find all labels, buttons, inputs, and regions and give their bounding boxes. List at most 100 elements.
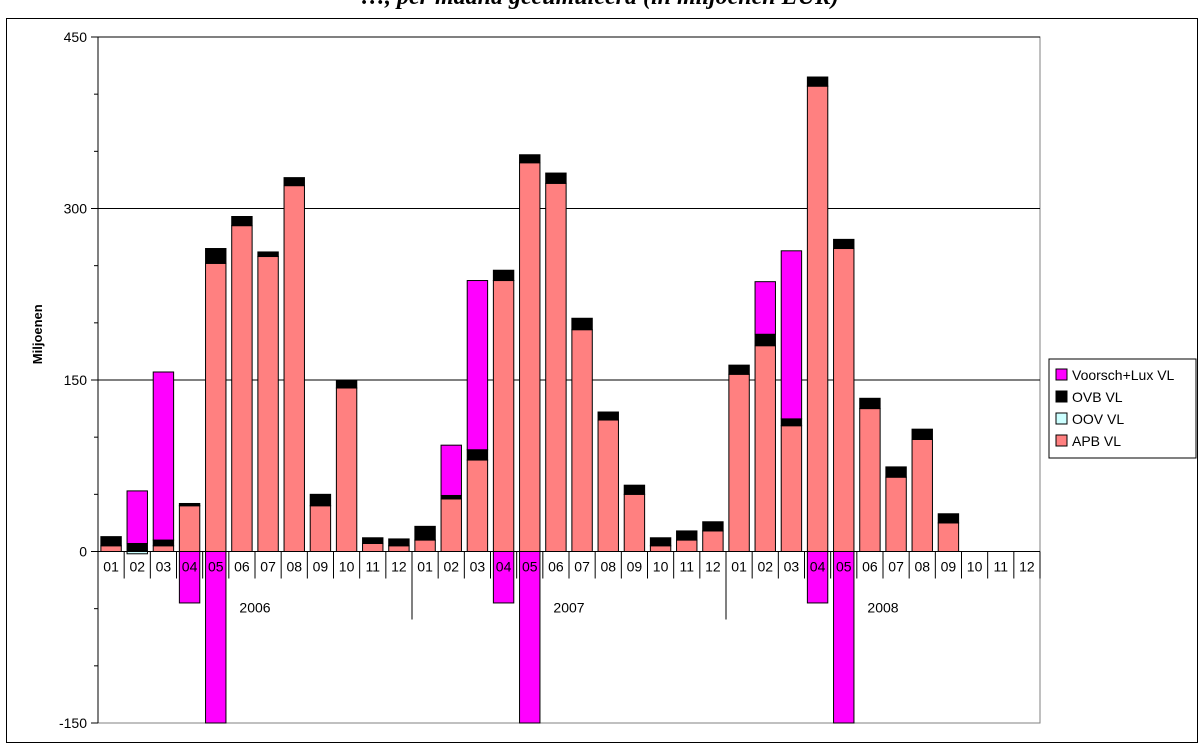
bar-apb-vl — [414, 539, 436, 552]
chart-title: …, per maand gecumuleerd (in miljoenen E… — [0, 0, 1200, 11]
bar-ovb-vl — [649, 537, 672, 547]
bar-apb-vl — [178, 505, 201, 552]
bar-ovb-vl — [152, 539, 175, 547]
bar-ovb-vl — [466, 449, 489, 461]
bar-voorsch-lux-vl — [833, 551, 855, 724]
bar-ovb-vl — [414, 525, 436, 541]
x-tick-label: 12 — [391, 559, 407, 575]
x-group-label: 2006 — [239, 600, 270, 616]
bar-ovb-vl — [728, 364, 750, 375]
x-tick-label: 08 — [286, 559, 302, 575]
y-tick-label: 300 — [64, 201, 88, 217]
legend-label: OOV VL — [1072, 411, 1124, 427]
bar-apb-vl — [780, 425, 803, 553]
bar-ovb-vl — [545, 172, 567, 184]
bar-voorsch-lux-vl — [780, 250, 803, 420]
x-tick-label: 06 — [862, 559, 878, 575]
x-tick-label: 06 — [548, 559, 564, 575]
bar-apb-vl — [257, 256, 279, 552]
bar-apb-vl — [702, 530, 724, 552]
legend-label: OVB VL — [1072, 389, 1123, 405]
x-tick-label: 03 — [156, 559, 172, 575]
y-tick-label: 450 — [64, 29, 88, 45]
bar-voorsch-lux-vl — [754, 281, 776, 335]
bar-voorsch-lux-vl — [519, 551, 541, 724]
bar-ovb-vl — [309, 493, 332, 507]
bar-ovb-vl — [335, 379, 358, 389]
bar-ovb-vl — [100, 536, 122, 547]
bar-ovb-vl — [440, 494, 462, 500]
bar-ovb-vl — [676, 530, 698, 541]
bar-ovb-vl — [754, 333, 776, 347]
x-tick-label: 11 — [679, 559, 694, 575]
bar-ovb-vl — [597, 411, 619, 421]
x-tick-label: 03 — [784, 559, 800, 575]
bar-ovb-vl — [283, 177, 305, 187]
legend-swatch — [1055, 390, 1068, 403]
x-tick-label: 10 — [967, 559, 983, 575]
bar-apb-vl — [676, 539, 698, 552]
x-tick-label: 08 — [600, 559, 616, 575]
x-tick-label: 05 — [836, 559, 852, 575]
bar-ovb-vl — [911, 428, 933, 440]
x-tick-label: 09 — [313, 559, 329, 575]
bar-apb-vl — [571, 329, 593, 552]
bar-ovb-vl — [806, 76, 829, 87]
bar-ovb-vl — [623, 484, 646, 495]
x-tick-label: 04 — [182, 559, 198, 575]
x-tick-label: 02 — [757, 559, 773, 575]
bar-apb-vl — [885, 476, 907, 552]
bar-apb-vl — [754, 345, 776, 553]
x-group-label: 2008 — [867, 600, 898, 616]
bar-voorsch-lux-vl — [126, 490, 148, 544]
legend-label: Voorsch+Lux VL — [1072, 367, 1175, 383]
bar-apb-vl — [205, 262, 227, 552]
bar-ovb-vl — [833, 238, 855, 250]
bar-voorsch-lux-vl — [205, 551, 227, 724]
y-tick-label: 0 — [79, 544, 87, 560]
bar-apb-vl — [911, 438, 933, 553]
x-tick-label: 10 — [339, 559, 355, 575]
bar-apb-vl — [649, 545, 672, 552]
y-tick-label: 150 — [64, 372, 88, 388]
bar-apb-vl — [466, 459, 489, 552]
bar-apb-vl — [335, 387, 358, 552]
legend-label: APB VL — [1072, 433, 1121, 449]
x-tick-label: 09 — [627, 559, 643, 575]
bar-voorsch-lux-vl — [152, 371, 175, 541]
bar-apb-vl — [728, 373, 750, 552]
bar-apb-vl — [519, 162, 541, 552]
axes: -150 0 150 300 450 Miljoenen 01 02 03 04 05 06 07 08 0… — [30, 29, 1041, 731]
bar-ovb-vl — [205, 248, 227, 264]
bar-ovb-vl — [257, 251, 279, 258]
legend: Voorsch+Lux VL OVB VL OOV VL APB VL — [1048, 358, 1197, 459]
bar-ovb-vl — [571, 317, 593, 331]
bar-apb-vl — [283, 185, 305, 552]
bar-apb-vl — [100, 545, 122, 552]
bar-ovb-vl — [492, 269, 515, 282]
plot-area — [97, 36, 1041, 724]
x-tick-label: 11 — [365, 559, 380, 575]
x-tick-label: 05 — [208, 559, 224, 575]
legend-swatch — [1055, 368, 1068, 381]
bar-ovb-vl — [859, 397, 881, 410]
bar-voorsch-lux-vl — [440, 444, 462, 496]
x-tick-label: 02 — [443, 559, 459, 575]
y-axis-title: Miljoenen — [30, 304, 45, 364]
bar-apb-vl — [388, 545, 410, 552]
x-tick-label: 02 — [129, 559, 145, 575]
y-tick-label: -150 — [59, 715, 87, 731]
bar-apb-vl — [152, 545, 175, 552]
bar-apb-vl — [597, 419, 619, 552]
x-tick-label: 04 — [496, 559, 512, 575]
x-group-label: 2007 — [553, 600, 584, 616]
x-tick-label: 01 — [103, 559, 119, 575]
bar-apb-vl — [309, 505, 332, 552]
bar-apb-vl — [362, 542, 384, 552]
x-tick-label: 07 — [260, 559, 276, 575]
legend-swatch — [1055, 412, 1068, 425]
bar-apb-vl — [623, 493, 646, 553]
x-tick-label: 07 — [888, 559, 904, 575]
x-tick-label: 06 — [234, 559, 250, 575]
